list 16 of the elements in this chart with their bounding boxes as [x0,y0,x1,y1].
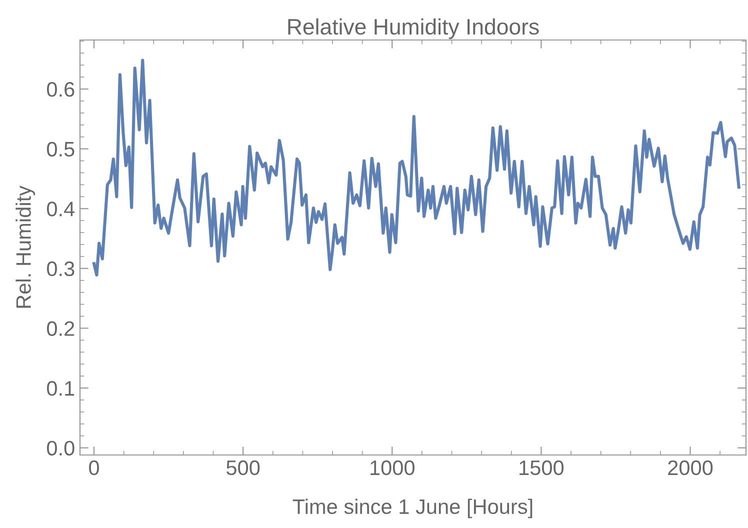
y-axis-title: Rel. Humidity [16,186,36,308]
y-tick-label: 0.6 [46,82,74,97]
y-tick-label: 0.2 [46,321,74,336]
y-tick-label: 0.3 [46,261,74,276]
chart-title: Relative Humidity Indoors [288,18,539,40]
line-series [92,58,740,277]
y-tick-label: 0.5 [46,142,74,157]
x-tick-label: 1500 [520,460,564,476]
x-tick-label: 500 [226,460,260,476]
y-tick-label: 0.4 [46,202,75,216]
x-tick-label: 1000 [370,460,414,476]
y-tick-label: 0.0 [46,440,74,456]
x-tick-label: 2000 [668,460,713,476]
y-tick-label: 0.1 [46,381,74,396]
x-tick-label: 0 [89,460,99,476]
x-axis-title: Time since 1 June [Hours] [292,498,532,518]
